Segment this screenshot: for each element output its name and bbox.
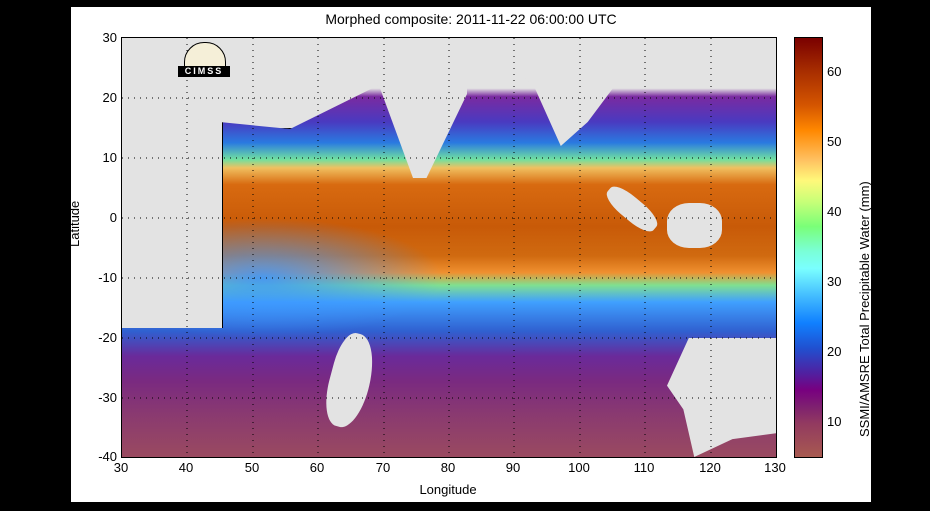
grid-lines [122,38,776,457]
xtick: 80 [440,460,456,475]
xtick: 110 [633,460,655,475]
colorbar-tick: 60 [827,64,842,79]
cimss-logo: CIMSS [178,42,230,78]
xtick: 100 [568,460,590,475]
map-plot-area: CIMSS [121,37,777,458]
figure-frame: Morphed composite: 2011-11-22 06:00:00 U… [67,7,872,502]
xtick: 120 [699,460,721,475]
ytick: 10 [102,150,117,165]
logo-text: CIMSS [178,66,230,77]
colorbar-tick: 50 [827,134,842,149]
xtick: 40 [178,460,194,475]
chart-title: Morphed composite: 2011-11-22 06:00:00 U… [325,11,617,27]
ytick: 30 [102,30,117,45]
xtick: 60 [309,460,325,475]
ytick: -40 [98,449,117,464]
xtick: 50 [244,460,260,475]
ytick: 20 [102,90,117,105]
colorbar-label: SSMI/AMSRE Total Precipitable Water (mm) [857,181,872,437]
xtick: 130 [764,460,786,475]
colorbar [794,37,823,458]
ytick: -10 [98,270,117,285]
colorbar-tick: 30 [827,274,842,289]
land-borneo [667,203,722,248]
colorbar-tick: 40 [827,204,842,219]
xtick: 30 [113,460,129,475]
y-axis-label: Latitude [67,200,82,247]
x-axis-label: Longitude [419,482,477,497]
xtick: 70 [375,460,391,475]
colorbar-tick: 10 [827,414,842,429]
xtick: 90 [505,460,521,475]
ytick: -20 [98,330,117,345]
colorbar-tick: 20 [827,344,842,359]
ytick: -30 [98,390,117,405]
ytick: 0 [109,210,117,225]
